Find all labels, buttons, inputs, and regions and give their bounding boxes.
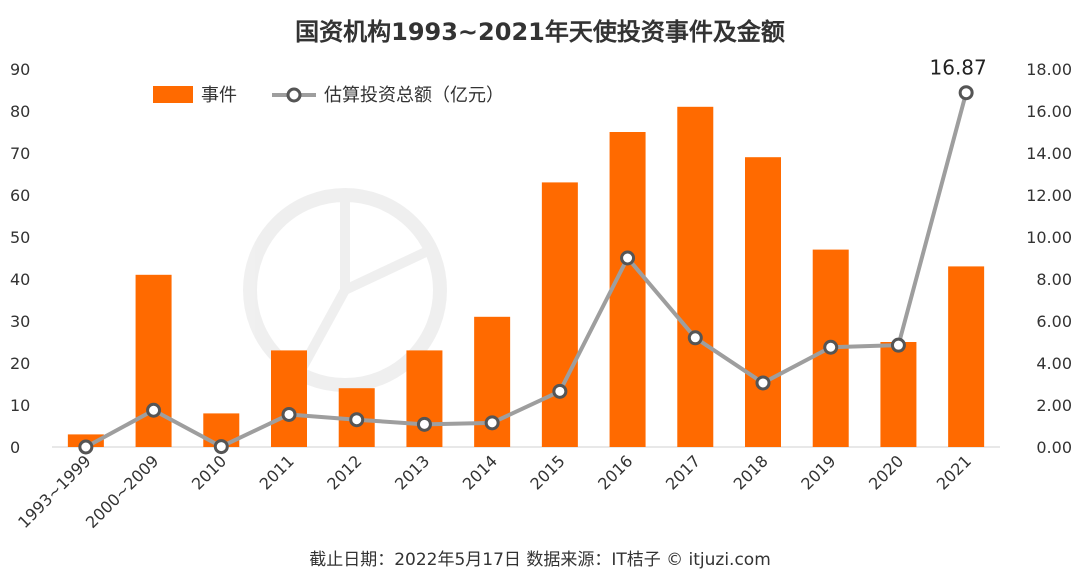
left-axis-tick-label: 60	[10, 186, 30, 205]
left-axis-tick-label: 70	[10, 144, 30, 163]
left-axis-tick-label: 40	[10, 270, 30, 289]
legend-swatch-amount-marker	[286, 87, 302, 103]
bar-2020	[880, 342, 917, 447]
legend: 事件 估算投资总额（亿元）	[153, 85, 504, 106]
watermark-circle-icon	[34, 550, 50, 566]
watermark-badge: 大数跨境	[13, 549, 128, 570]
right-axis-tick-label: 6.00	[1036, 312, 1072, 331]
x-axis-tick-label: 2020	[865, 451, 907, 493]
amount-point-1993~1999	[78, 439, 94, 455]
bar-2017	[677, 106, 714, 448]
footer-source: 截止日期：2022年5月17日 数据来源：IT桔子 © itjuzi.com	[309, 550, 771, 570]
right-axis-tick-label: 18.00	[1026, 60, 1072, 79]
x-axis-tick-label: 2018	[730, 451, 772, 493]
amount-point-2000~2009	[146, 402, 162, 418]
left-axis-tick-label: 10	[10, 396, 30, 415]
x-axis-tick-label: 2021	[933, 451, 975, 493]
bar-2021	[948, 266, 985, 447]
x-axis-tick-label: 2016	[594, 451, 636, 493]
legend-swatch-events	[153, 86, 193, 103]
left-axis-tick-label: 30	[10, 312, 30, 331]
left-axis: 0 10 20 30 40 50 60 70 80 90	[10, 60, 30, 457]
amount-point-2018	[755, 375, 771, 391]
bar-2016	[609, 132, 646, 447]
right-axis: 0.00 2.00 4.00 6.00 8.00 10.00 12.00 14.00 16.00…	[1026, 60, 1072, 457]
watermark-logo-icon	[13, 549, 31, 567]
background-watermark-logo	[243, 188, 447, 392]
bar-series-events	[67, 106, 985, 448]
amount-point-2013	[416, 416, 432, 432]
right-axis-tick-label: 14.00	[1026, 144, 1072, 163]
bar-2011	[271, 350, 307, 447]
chart-title: 国资机构1993~2021年天使投资事件及金额	[295, 18, 785, 46]
left-axis-tick-label: 0	[10, 438, 20, 457]
right-axis-tick-label: 16.00	[1026, 102, 1072, 121]
amount-point-2016	[620, 250, 636, 266]
right-axis-tick-label: 10.00	[1026, 228, 1072, 247]
amount-point-2021	[958, 85, 974, 101]
right-axis-tick-label: 0.00	[1036, 438, 1072, 457]
amount-point-2017	[687, 330, 703, 346]
bar-2000~2009	[135, 274, 172, 447]
x-axis-tick-label: 2012	[323, 451, 365, 493]
x-axis-tick-label: 2000~2009	[82, 451, 162, 531]
amount-point-2015	[552, 383, 568, 399]
amount-point-2014	[484, 415, 500, 431]
watermark-text: 大数跨境	[56, 549, 128, 570]
x-axis-tick-label: 2014	[459, 451, 501, 493]
legend-label-events: 事件	[201, 85, 237, 106]
left-axis-tick-label: 20	[10, 354, 30, 373]
amount-point-2019	[823, 339, 839, 355]
left-axis-tick-label: 90	[10, 60, 30, 79]
x-axis-tick-label: 2017	[662, 451, 704, 493]
annotations: 16.87	[930, 56, 987, 80]
bar-2018	[745, 157, 781, 447]
x-axis-tick-label: 2015	[526, 451, 568, 493]
right-axis-tick-label: 8.00	[1036, 270, 1072, 289]
x-axis-tick-label: 2011	[256, 451, 298, 493]
amount-point-2020	[890, 337, 906, 353]
left-axis-tick-label: 50	[10, 228, 30, 247]
amount-point-2012	[349, 412, 365, 428]
right-axis-tick-label: 4.00	[1036, 354, 1072, 373]
right-axis-tick-label: 12.00	[1026, 186, 1072, 205]
amount-point-2011	[281, 406, 297, 422]
bar-2013	[406, 350, 443, 447]
line-series-amount	[78, 85, 974, 455]
data-label-amount-2021: 16.87	[930, 56, 987, 80]
left-axis-tick-label: 80	[10, 102, 30, 121]
x-axis-tick-label: 2010	[188, 451, 230, 493]
x-axis-tick-label: 2013	[391, 451, 433, 493]
x-axis-tick-label: 2019	[797, 451, 839, 493]
bar-2015	[541, 182, 578, 447]
amount-line-path	[84, 92, 969, 449]
right-axis-tick-label: 2.00	[1036, 396, 1072, 415]
amount-point-2010	[213, 439, 229, 455]
legend-label-amount: 估算投资总额（亿元）	[324, 85, 504, 106]
